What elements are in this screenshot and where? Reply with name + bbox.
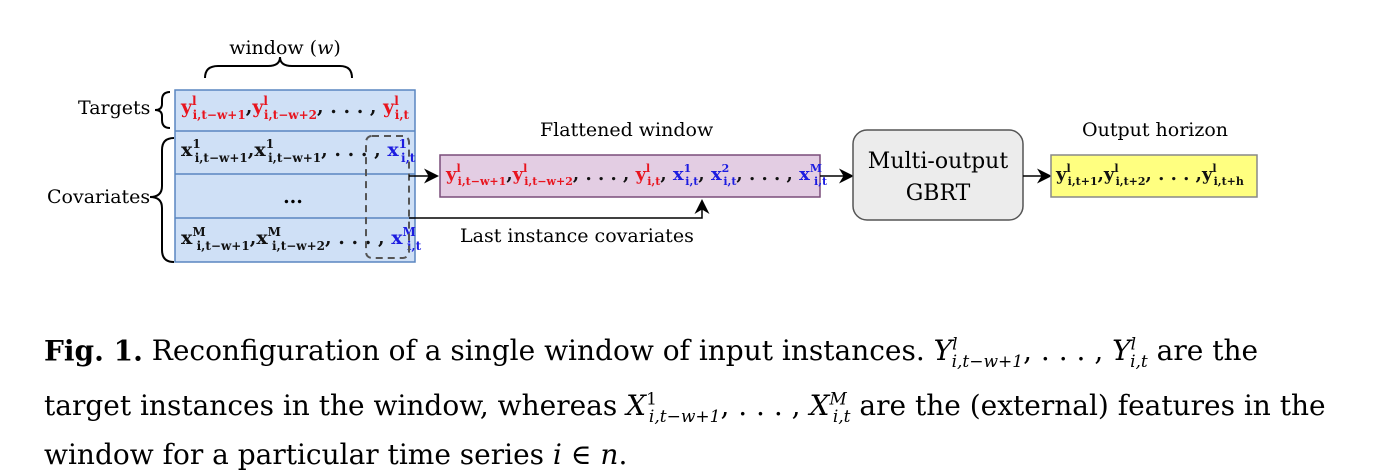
caption-label: Fig. 1.	[44, 334, 143, 368]
output-horizon-box	[1050, 154, 1258, 198]
svg-text:x1i,t−w+1,x1i,t−w+1, . . . , x: x1 i,t−w+1,x1 i,t−w+1, . . . , x1 i,t	[181, 137, 416, 165]
window-label: window (w)	[229, 37, 341, 59]
last-instance-highlight	[365, 135, 410, 259]
figure-caption: Fig. 1. Reconfiguration of a single wind…	[44, 326, 1344, 474]
covariates-label: Covariates	[47, 186, 150, 208]
svg-text:yli,t−w+1,yli,t−w+2, . . . , y: yl i,t−w+1,yl i,t−w+2, . . . , yl i,t, x1 i,…	[445, 162, 828, 188]
flattened-window-box	[439, 154, 821, 198]
input-window-table	[174, 89, 416, 263]
output-horizon-label: Output horizon	[1082, 119, 1228, 141]
targets-brace	[154, 91, 171, 129]
arrow-last-instance	[409, 199, 710, 219]
gbrt-line-1: Multi-output	[868, 149, 1009, 174]
flattened-window-row: yl i,t−w+1,yl i,t−w+2, . . . , yl i,t, x1 i,…	[445, 162, 828, 188]
gbrt-line-2: GBRT	[906, 181, 971, 206]
covariates-brace	[149, 137, 175, 263]
covariate-row-1: x1 i,t−w+1,x1 i,t−w+1, . . . , x1 i,t	[181, 137, 416, 165]
window-brace	[204, 56, 353, 79]
covariate-row-ellipsis: ...	[283, 186, 303, 208]
caption-text: Reconfiguration of a single window of in…	[44, 334, 1326, 471]
flattened-window-label: Flattened window	[540, 119, 714, 141]
window-reconfiguration-diagram: window (w) Targets Covariates yl i,t−w+1,…	[47, 37, 1258, 263]
targets-label: Targets	[78, 97, 150, 119]
last-instance-label: Last instance covariates	[460, 225, 694, 247]
gbrt-box	[852, 129, 1024, 221]
